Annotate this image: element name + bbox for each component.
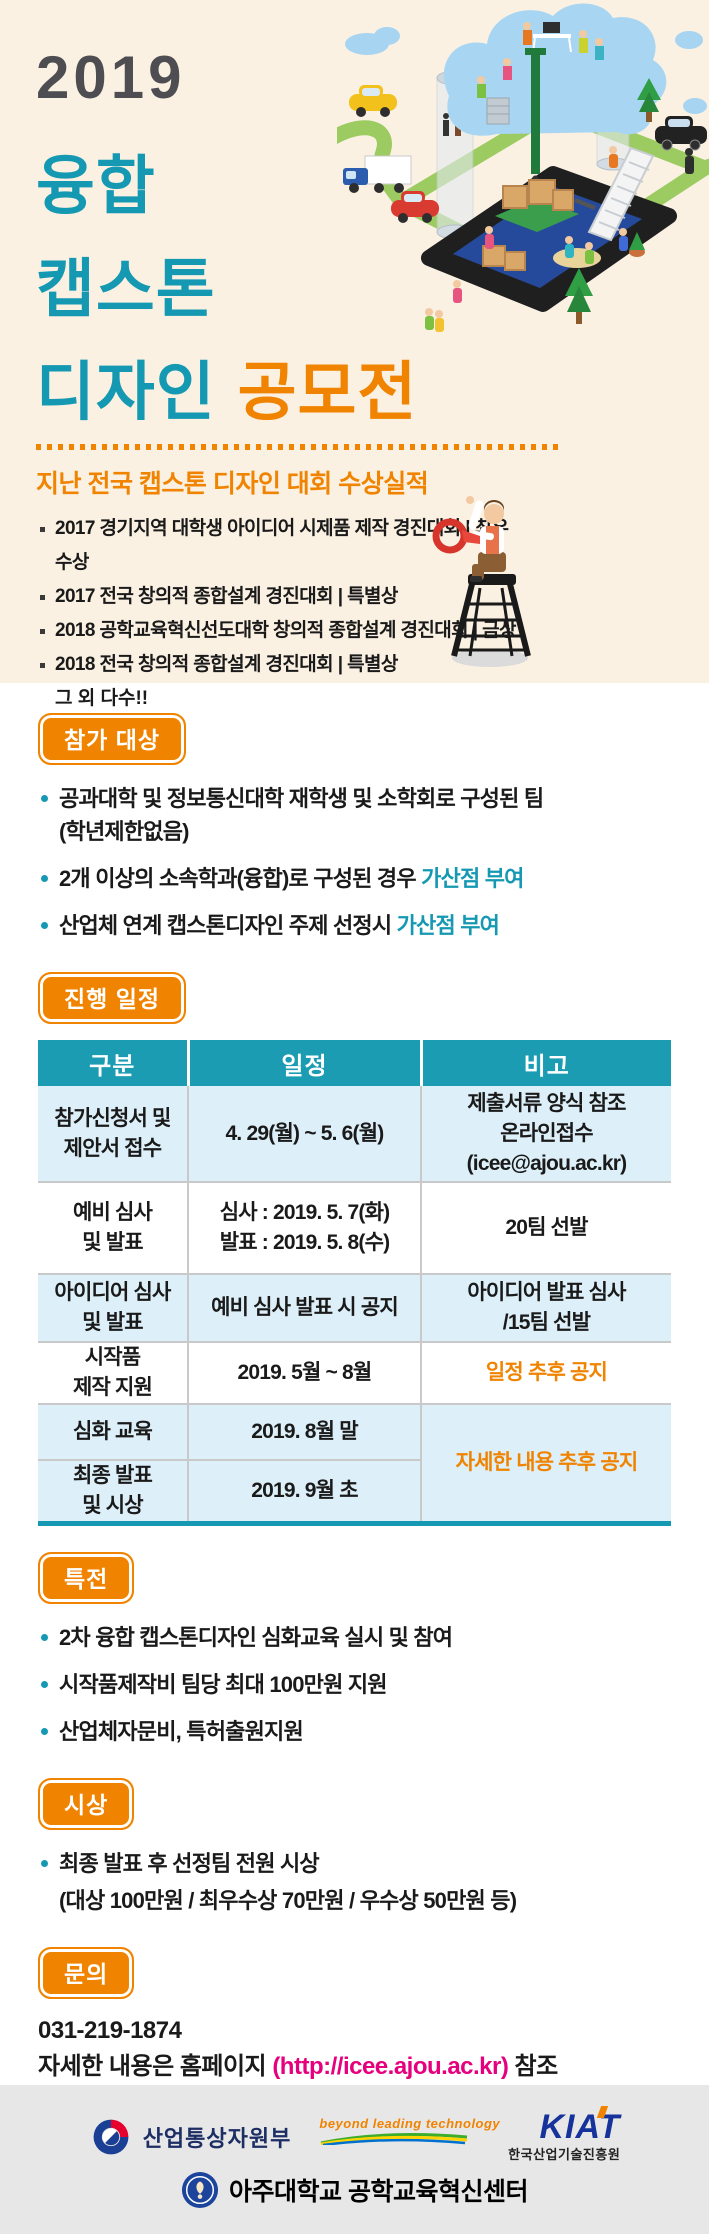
hero-section: 2019 융합 캡스톤 디자인 공모전 지난 전국 캡스톤 디자인 대회 수상실… bbox=[0, 0, 709, 709]
cell-category: 심화 교육 bbox=[38, 1403, 188, 1460]
kiat-tagline: beyond leading technology bbox=[319, 2116, 501, 2131]
table-row: 심화 교육 2019. 8월 말 자세한 내용 추후 공지 bbox=[38, 1403, 671, 1524]
megaphone-person-illustration bbox=[432, 496, 531, 667]
participants-item-text: 산업체 연계 캡스톤디자인 주제 선정시 bbox=[59, 913, 397, 938]
title-line1: 융합 bbox=[36, 149, 156, 222]
bonus-point-highlight: 가산점 부여 bbox=[396, 913, 500, 938]
homepage-url: (http://icee.ajou.ac.kr) bbox=[272, 2053, 509, 2080]
kiat-swoosh-icon bbox=[321, 2133, 468, 2145]
contact-homepage-prefix: 자세한 내용은 홈페이지 bbox=[38, 2053, 273, 2080]
cell-note: 20팀 선발 bbox=[420, 1181, 671, 1274]
prizes-list: 최종 발표 후 선정팀 전원 시상 (대상 100만원 / 최우수상 70만원 … bbox=[38, 1847, 671, 1917]
participants-item: 2개 이상의 소속학과(융합)로 구성된 경우 가산점 부여 bbox=[38, 862, 671, 895]
cell-category: 참가신청서 및 제안서 접수 bbox=[54, 1106, 171, 1160]
schedule-header-row: 구분 일정 비고 bbox=[38, 1040, 671, 1086]
title-line3-orange: 공모전 bbox=[237, 355, 418, 428]
schedule-header-date: 일정 bbox=[186, 1040, 421, 1086]
bonus-point-highlight: 가산점 부여 bbox=[421, 866, 524, 891]
schedule-table: 구분 일정 비고 참가신청서 및 제안서 접수 4. 29(월) ~ 5. 6(… bbox=[38, 1040, 671, 1526]
table-row: 최종 발표 및 시상 2019. 9월 초 bbox=[38, 1459, 671, 1524]
dotted-divider bbox=[36, 444, 558, 450]
awards-more: 그 외 다수!! bbox=[55, 688, 149, 709]
cell-note-merged: 자세한 내용 추후 공지 bbox=[420, 1403, 671, 1524]
motie-logo: 산업통상자원부 bbox=[89, 2115, 292, 2159]
awards-list: 2017 경기지역 대학생 아이디어 시제품 제작 경진대회 | 최우수상 20… bbox=[38, 512, 518, 716]
section-badge-schedule: 진행 일정 bbox=[38, 972, 187, 1024]
ajou-logo: 아주대학교 공학교육혁신센터 bbox=[181, 2171, 528, 2209]
title-line3-teal: 디자인 bbox=[36, 355, 216, 428]
award-item: 2017 경기지역 대학생 아이디어 시제품 제작 경진대회 | 최우수상 bbox=[38, 512, 518, 580]
kiat-korean-name: 한국산업기술진흥원 bbox=[508, 2147, 621, 2162]
cloud-small-icons bbox=[345, 27, 707, 114]
kiat-logo: beyond leading technology KIAT 한국산업기술진흥원 bbox=[319, 2110, 620, 2163]
cell-date: 2019. 8월 말 bbox=[187, 1403, 421, 1460]
car-red-icon bbox=[391, 191, 439, 223]
ajou-seal-icon bbox=[181, 2171, 219, 2209]
tree-icons bbox=[565, 78, 661, 324]
contact-homepage: 자세한 내용은 홈페이지 (http://icee.ajou.ac.kr) 참조 bbox=[38, 2049, 671, 2085]
benefit-item: 시작품제작비 팀당 최대 100만원 지원 bbox=[38, 1668, 671, 1701]
motie-symbol-icon bbox=[93, 2119, 129, 2154]
cell-category: 예비 심사 및 발표 bbox=[38, 1181, 188, 1274]
table-row: 참가신청서 및 제안서 접수 4. 29(월) ~ 5. 6(월) 제출서류 양… bbox=[38, 1086, 671, 1182]
participants-item: 공과대학 및 정보통신대학 재학생 및 소학회로 구성된 팀 (학년제한없음) bbox=[38, 782, 671, 848]
award-item: 2018 전국 창의적 종합설계 경진대회 | 특별상 bbox=[38, 648, 518, 682]
title-year: 2019 bbox=[36, 44, 186, 111]
cell-note: 제출서류 양식 참조 온라인접수 (icee@ajou.ac.kr) bbox=[420, 1086, 671, 1182]
table-row: 예비 심사 및 발표 심사 : 2019. 5. 7(화) 발표 : 2019.… bbox=[38, 1181, 671, 1274]
benefit-item: 산업체자문비, 특허출원지원 bbox=[38, 1715, 671, 1748]
schedule-header-note: 비고 bbox=[419, 1040, 671, 1086]
poster-title: 2019 융합 캡스톤 디자인 공모전 bbox=[36, 26, 417, 438]
escalator-illustration bbox=[587, 146, 655, 242]
cell-date: 2019. 5월 ~ 8월 bbox=[187, 1341, 421, 1404]
car-black-icon bbox=[655, 116, 707, 151]
table-row: 시작품 제작 지원 2019. 5월 ~ 8월 일정 추후 공지 bbox=[38, 1341, 671, 1404]
cell-date: 2019. 9월 초 bbox=[187, 1459, 421, 1524]
award-item: 2017 전국 창의적 종합설계 경진대회 | 특별상 bbox=[38, 580, 518, 614]
crane-illustration bbox=[495, 48, 579, 232]
section-badge-benefits: 특전 bbox=[38, 1552, 135, 1604]
motie-name: 산업통상자원부 bbox=[142, 2125, 292, 2151]
footer-logos: 산업통상자원부 beyond leading technology KIAT 한… bbox=[0, 2085, 709, 2234]
car-yellow-icon bbox=[349, 85, 397, 117]
section-badge-contact: 문의 bbox=[38, 1947, 135, 1999]
person bbox=[466, 496, 506, 582]
cell-date: 예비 심사 발표 시 공지 bbox=[187, 1273, 421, 1342]
cloud-office-illustration bbox=[443, 3, 667, 136]
section-badge-prizes: 시상 bbox=[38, 1778, 135, 1830]
title-line2: 캡스톤 bbox=[36, 252, 216, 325]
cell-category: 아이디어 심사 및 발표 bbox=[38, 1273, 188, 1342]
ladder-stool bbox=[451, 583, 531, 657]
poster-body: 참가 대상 공과대학 및 정보통신대학 재학생 및 소학회로 구성된 팀 (학년… bbox=[0, 683, 709, 2085]
cell-date: 4. 29(월) ~ 5. 6(월) bbox=[187, 1086, 421, 1182]
cell-date: 심사 : 2019. 5. 7(화) 발표 : 2019. 5. 8(수) bbox=[187, 1181, 421, 1274]
cell-note: 일정 추후 공지 bbox=[420, 1341, 671, 1404]
participants-item: 산업체 연계 캡스톤디자인 주제 선정시 가산점 부여 bbox=[38, 909, 671, 942]
people-illustration bbox=[425, 146, 694, 332]
schedule-header-category: 구분 bbox=[38, 1040, 188, 1086]
contact-homepage-suffix: 참조 bbox=[508, 2053, 559, 2080]
contact-phone: 031-219-1874 bbox=[38, 2017, 182, 2044]
benefit-item: 2차 융합 캡스톤디자인 심화교육 실시 및 참여 bbox=[38, 1621, 671, 1654]
cell-category: 시작품 제작 지원 bbox=[38, 1341, 188, 1404]
truck-blue-icon bbox=[343, 155, 412, 193]
cell-category: 최종 발표 및 시상 bbox=[38, 1459, 188, 1524]
kiat-wordmark: KIAT bbox=[539, 2108, 621, 2146]
hero-illustration bbox=[337, 3, 709, 332]
prize-item: 최종 발표 후 선정팀 전원 시상 bbox=[38, 1847, 671, 1880]
prize-detail: (대상 100만원 / 최우수상 70만원 / 우수상 50만원 등) bbox=[59, 1888, 517, 1913]
cell-note: 아이디어 발표 심사 /15팀 선발 bbox=[420, 1273, 671, 1342]
ajou-name: 아주대학교 공학교육혁신센터 bbox=[229, 2178, 528, 2206]
table-row: 아이디어 심사 및 발표 예비 심사 발표 시 공지 아이디어 발표 심사 /1… bbox=[38, 1273, 671, 1342]
participants-list: 공과대학 및 정보통신대학 재학생 및 소학회로 구성된 팀 (학년제한없음) … bbox=[38, 782, 671, 942]
benefits-list: 2차 융합 캡스톤디자인 심화교육 실시 및 참여 시작품제작비 팀당 최대 1… bbox=[38, 1621, 671, 1748]
awards-subtitle: 지난 전국 캡스톤 디자인 대회 수상실적 bbox=[36, 470, 429, 498]
participants-item-text: 2개 이상의 소속학과(융합)로 구성된 경우 bbox=[59, 866, 422, 891]
award-item: 2018 공학교육혁신선도대학 창의적 종합설계 경진대회 | 금상 bbox=[38, 614, 518, 648]
megaphone-icon bbox=[432, 518, 480, 554]
section-badge-participants: 참가 대상 bbox=[38, 713, 187, 765]
